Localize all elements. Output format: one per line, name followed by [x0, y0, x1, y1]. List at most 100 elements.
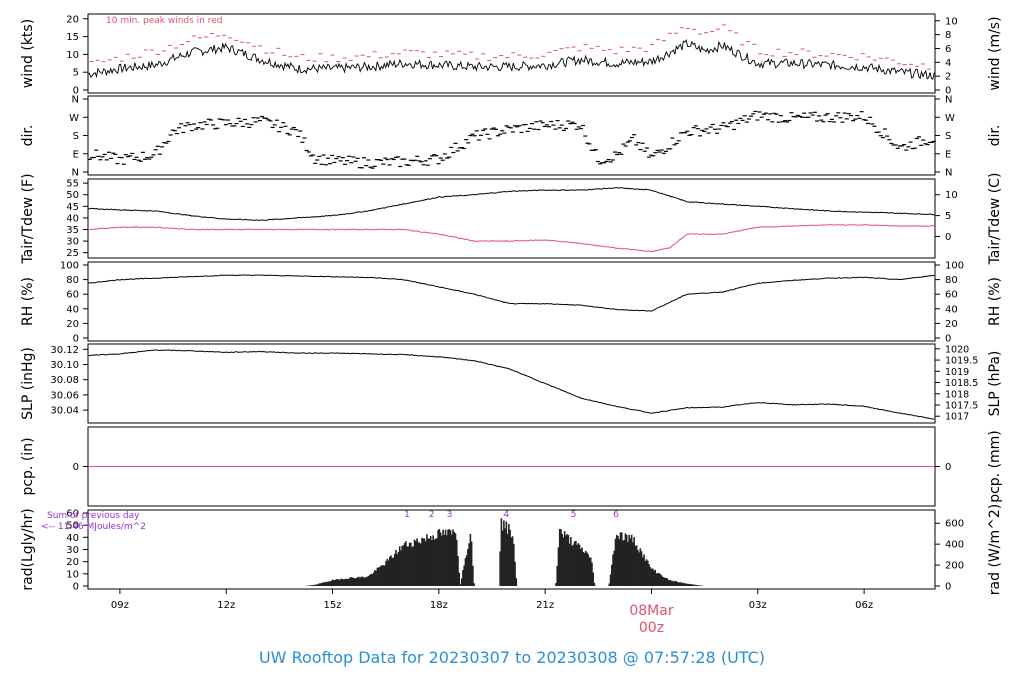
temp-right-tick-label: 10 [945, 190, 958, 201]
wind-series-line-0 [87, 39, 935, 80]
rh-left-tick-label: 20 [66, 319, 79, 330]
slp-right-tick-label: 1018.5 [945, 378, 978, 389]
rad-ylabel-right: rad (W/m^2) [987, 504, 1003, 595]
slp-left-tick-label: 30.08 [50, 375, 79, 386]
rad-marker-2: 2 [429, 510, 435, 520]
rad-left-tick-label: 50 [66, 521, 79, 532]
slp-right-tick-label: 1018 [945, 389, 969, 400]
temp-left-tick-label: 25 [66, 248, 79, 259]
slp-panel-frame [87, 343, 936, 424]
wind-left-tick-label: 5 [73, 68, 79, 79]
wind-right-tick-label: 4 [945, 58, 951, 69]
dir-ylabel-right: dir. [987, 125, 1003, 147]
temp-right-tick-label: 5 [945, 211, 951, 222]
x-tick-label: 21z [536, 600, 554, 611]
wind-ylabel-left: wind (kts) [20, 19, 36, 88]
temp-series-line-4 [87, 224, 935, 253]
temp-right-tick-label: 0 [945, 232, 951, 243]
chart-title: UW Rooftop Data for 20230307 to 20230308… [258, 648, 766, 667]
rh-panel-frame [87, 261, 936, 342]
dir-right-tick-label: N [945, 168, 952, 179]
date-label: 08Mar [629, 603, 673, 619]
wind-ylabel-right: wind (m/s) [987, 16, 1003, 90]
wind-right-tick-label: 0 [945, 86, 951, 97]
slp-left-tick-label: 30.06 [50, 390, 79, 401]
rad-left-tick-label: 40 [66, 533, 79, 544]
slp-right-tick-label: 1019.5 [945, 356, 978, 367]
rad-right-tick-label: 200 [945, 561, 964, 572]
rh-right-tick-label: 40 [945, 304, 958, 315]
x-tick-label: 06z [855, 600, 873, 611]
wind-right-tick-label: 2 [945, 72, 951, 83]
wind-left-tick-label: 20 [66, 14, 79, 25]
rh-left-tick-label: 80 [66, 275, 79, 286]
dir-left-tick-label: S [73, 131, 79, 142]
temp-left-tick-label: 30 [66, 237, 79, 248]
dir-panel-frame [87, 95, 936, 176]
rh-left-tick-label: 100 [60, 261, 79, 272]
rad-marker-6: 6 [613, 510, 619, 520]
slp-right-tick-label: 1020 [945, 344, 969, 355]
rad-right-tick-label: 400 [945, 540, 964, 551]
dir-left-tick-label: E [73, 149, 79, 160]
rad-ylabel-left: rad(Lgly/hr) [20, 508, 36, 590]
rad-marker-5: 5 [571, 510, 577, 520]
rh-right-tick-label: 20 [945, 319, 958, 330]
dir-right-tick-label: E [945, 149, 951, 160]
slp-ylabel-left: SLP (inHg) [20, 347, 36, 420]
slp-right-tick-label: 1019 [945, 367, 969, 378]
dir-right-tick-label: N [945, 95, 952, 106]
slp-left-tick-label: 30.12 [50, 345, 79, 356]
rad-marker-3: 3 [447, 510, 453, 520]
temp-left-tick-label: 35 [66, 225, 79, 236]
pcp-left-tick-label: 0 [73, 462, 79, 473]
slp-series-line-6 [87, 349, 935, 420]
slp-ylabel-right: SLP (hPa) [987, 351, 1003, 417]
dir-ylabel-left: dir. [20, 125, 36, 147]
rad-left-tick-label: 60 [66, 509, 79, 520]
wind-left-tick-label: 10 [66, 50, 79, 61]
wind-right-tick-label: 10 [945, 16, 958, 27]
wind-left-tick-label: 0 [73, 86, 79, 97]
dir-left-tick-label: W [69, 113, 79, 124]
x-tick-label: 03z [749, 600, 767, 611]
rad-marker-4: 4 [503, 510, 509, 520]
peak-wind-note: 10 min. peak winds in red [106, 16, 223, 26]
rad-right-tick-label: 0 [945, 582, 951, 593]
rh-left-tick-label: 40 [66, 304, 79, 315]
temp-series-line-3 [88, 186, 935, 221]
rad-sum-note: Sum of previous day [47, 511, 140, 521]
dir-right-tick-label: W [945, 113, 955, 124]
dir-left-tick-label: N [72, 95, 79, 106]
rh-left-tick-label: 0 [73, 334, 79, 345]
rh-right-tick-label: 100 [945, 261, 964, 272]
dir-left-tick-label: N [72, 168, 79, 179]
x-tick-label: 15z [324, 600, 342, 611]
x-tick-label: 12z [217, 600, 235, 611]
wind-left-tick-label: 15 [66, 32, 79, 43]
x-tick-label: 09z [111, 600, 129, 611]
rh-right-tick-label: 0 [945, 334, 951, 345]
slp-right-tick-label: 1017 [945, 412, 969, 423]
date-time-label: 00z [639, 620, 664, 636]
wind-panel-frame [87, 13, 936, 94]
dir-right-tick-label: S [945, 131, 951, 142]
temp-left-tick-label: 50 [66, 190, 79, 201]
pcp-right-tick-label: 0 [945, 462, 951, 473]
wind-right-tick-label: 6 [945, 44, 951, 55]
rh-ylabel-left: RH (%) [20, 277, 36, 326]
temp-ylabel-left: Tair/Tdew (F) [20, 173, 36, 264]
temp-left-tick-label: 55 [66, 179, 79, 190]
rad-left-tick-label: 30 [66, 545, 79, 556]
rad-left-tick-label: 0 [73, 582, 79, 593]
rad-left-tick-label: 20 [66, 557, 79, 568]
rh-right-tick-label: 60 [945, 290, 958, 301]
rh-left-tick-label: 60 [66, 290, 79, 301]
rh-right-tick-label: 80 [945, 275, 958, 286]
rad-right-tick-label: 600 [945, 519, 964, 530]
temp-left-tick-label: 40 [66, 213, 79, 224]
x-tick-label: 18z [430, 600, 448, 611]
slp-left-tick-label: 30.10 [50, 360, 79, 371]
slp-right-tick-label: 1017.5 [945, 400, 978, 411]
